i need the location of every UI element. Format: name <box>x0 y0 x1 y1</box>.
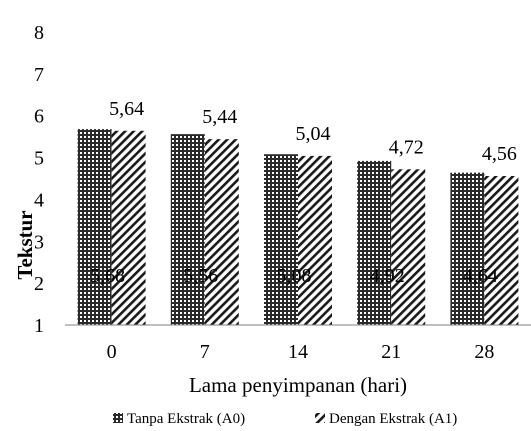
x-tick-label: 0 <box>107 341 117 363</box>
x-tick-label: 21 <box>381 341 401 363</box>
y-tick-label: 5 <box>34 148 44 170</box>
bar-a1 <box>204 139 239 325</box>
legend-label-a0: Tanpa Ekstrak (A0) <box>127 411 245 427</box>
x-tick-label: 7 <box>200 341 210 363</box>
value-label-a0: 5,68 <box>90 265 125 287</box>
bar-a1 <box>298 155 332 325</box>
y-axis-label: Tekstur <box>13 210 37 279</box>
value-label-a0: 5,08 <box>277 265 312 287</box>
bars-group <box>77 129 519 325</box>
bar-a1 <box>111 130 146 325</box>
bar-a1 <box>391 169 426 325</box>
value-labels: 5,68 5,64 5,56 5,44 5,08 5,04 4,92 4,72 4,64 4,56 <box>90 98 517 287</box>
y-tick-label: 2 <box>34 273 44 295</box>
x-tick-label: 14 <box>288 341 308 363</box>
y-tick-label: 7 <box>34 64 44 86</box>
legend-label-a1: Dengan Ekstrak (A1) <box>329 411 457 427</box>
y-tick-label: 4 <box>34 189 44 211</box>
legend-item-a0: Tanpa Ekstrak (A0) <box>113 411 245 427</box>
value-label-a1: 4,56 <box>482 143 517 165</box>
value-label-a0: 5,56 <box>183 265 218 287</box>
value-label-a1: 5,64 <box>109 98 144 120</box>
x-category-labels: 0 7 14 21 28 <box>107 341 495 363</box>
y-tick-labels: 1 2 3 4 5 6 7 8 <box>34 22 44 337</box>
y-tick-label: 3 <box>34 231 44 253</box>
y-tick-label: 1 <box>34 315 44 337</box>
value-label-a1: 5,44 <box>202 106 237 128</box>
bar-a0 <box>170 134 205 325</box>
value-label-a0: 4,64 <box>463 265 498 287</box>
legend-swatch-a1 <box>315 413 325 423</box>
x-tick-label: 28 <box>474 341 494 363</box>
y-tick-label: 6 <box>34 106 44 128</box>
bar-a0 <box>357 160 392 325</box>
bar-a1 <box>484 175 519 325</box>
bar-a0 <box>450 172 485 325</box>
legend-swatch-a0 <box>113 413 123 423</box>
value-label-a1: 5,04 <box>296 123 331 145</box>
bar-a0 <box>264 154 298 325</box>
x-axis-label: Lama penyimpanan (hari) <box>189 373 407 397</box>
legend: Tanpa Ekstrak (A0) Dengan Ekstrak (A1) <box>113 411 457 427</box>
legend-item-a1: Dengan Ekstrak (A1) <box>315 411 457 427</box>
bar-a0 <box>77 129 112 325</box>
y-tick-label: 8 <box>34 22 44 44</box>
value-label-a0: 4,92 <box>370 265 405 287</box>
value-label-a1: 4,72 <box>389 136 424 158</box>
